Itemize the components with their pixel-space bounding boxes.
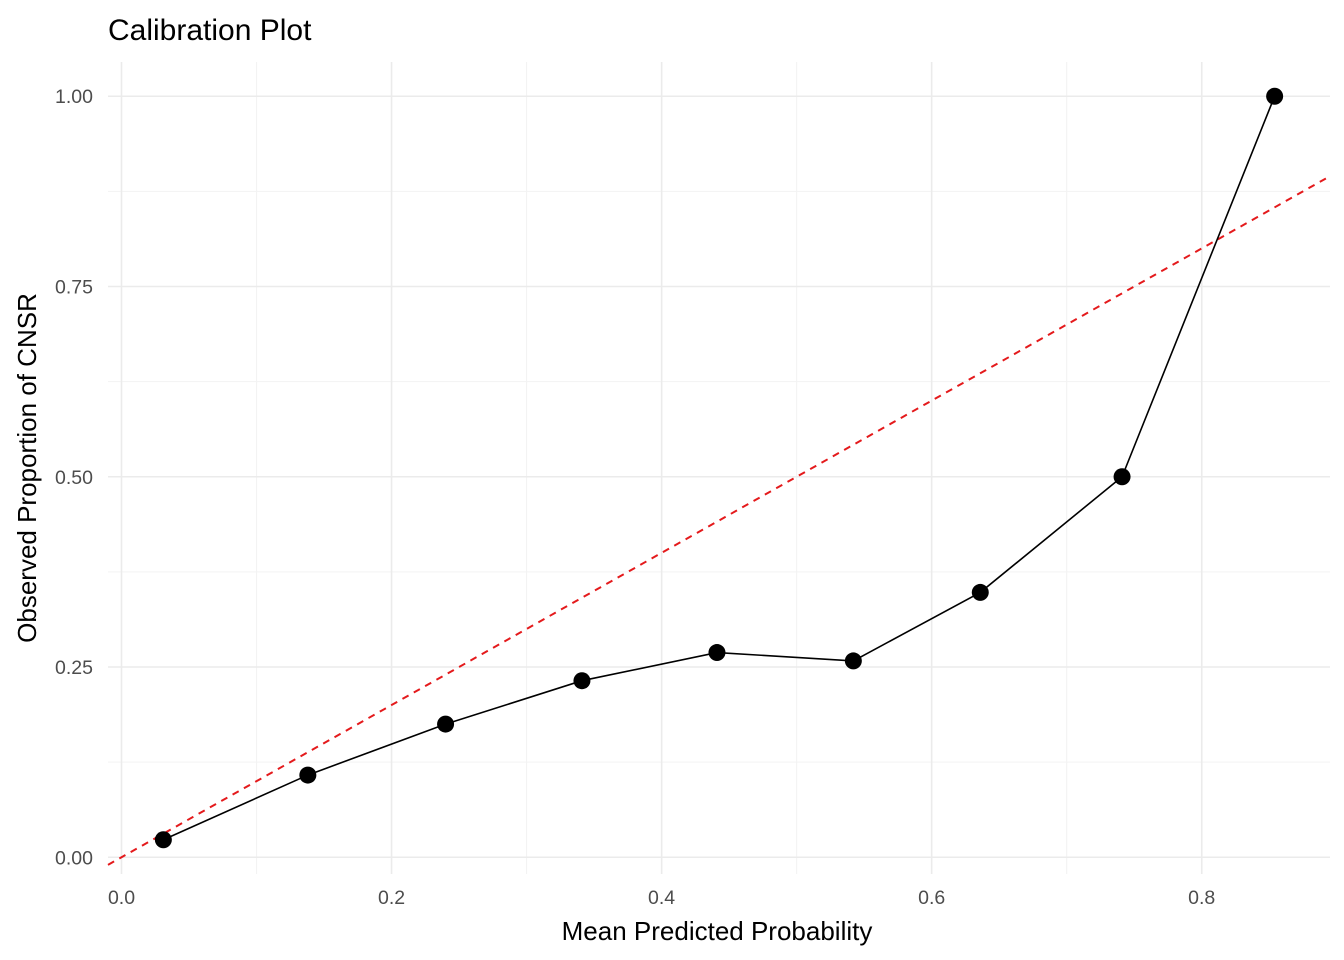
plot-area [107, 87, 1331, 866]
x-tick-label: 0.4 [648, 887, 675, 909]
chart-title: Calibration Plot [108, 14, 312, 47]
x-axis-title: Mean Predicted Probability [562, 916, 873, 946]
calibration-point [573, 672, 591, 690]
calibration-point [154, 831, 172, 849]
calibration-line [163, 95, 1276, 841]
x-tick-label: 0.8 [1188, 887, 1215, 909]
calibration-point [844, 652, 862, 670]
calibration-point [971, 583, 989, 601]
calibration-point [437, 715, 455, 733]
y-tick-label: 0.00 [55, 847, 93, 869]
calibration-point [708, 644, 726, 662]
axis-ticks: 0.0 0.2 0.4 0.6 0.8 0.00 0.25 0.50 0.75 1.00 [55, 86, 1215, 909]
reference-diagonal-line [107, 175, 1331, 866]
y-axis-title: Observed Proportion of CNSR [12, 293, 42, 643]
grid [108, 62, 1330, 874]
y-tick-label: 0.50 [55, 467, 93, 489]
y-tick-label: 0.75 [55, 276, 93, 298]
x-tick-label: 0.6 [918, 887, 945, 909]
calibration-point [1266, 87, 1284, 105]
y-tick-label: 0.25 [55, 657, 93, 679]
x-tick-label: 0.0 [108, 887, 135, 909]
y-tick-label: 1.00 [55, 86, 93, 108]
x-tick-label: 0.2 [378, 887, 405, 909]
calibration-point [299, 766, 317, 784]
calibration-point [1113, 468, 1131, 486]
